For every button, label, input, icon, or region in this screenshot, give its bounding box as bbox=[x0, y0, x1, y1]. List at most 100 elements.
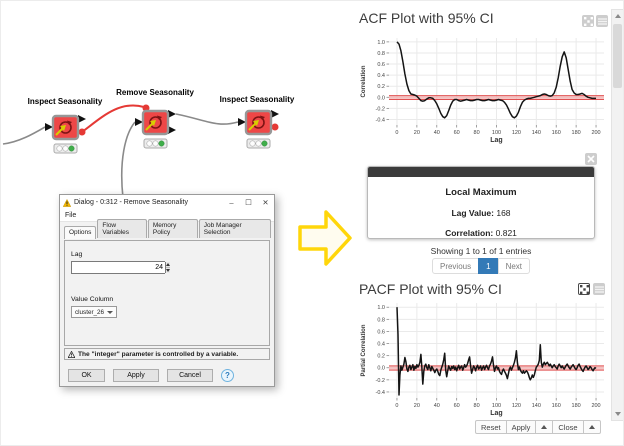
tab-memory-policy[interactable]: Memory Policy bbox=[147, 219, 198, 238]
card-correlation-value: 0.821 bbox=[495, 228, 517, 238]
node3-variable-port[interactable] bbox=[271, 123, 279, 131]
node2-seasonality-icon bbox=[149, 116, 162, 129]
close-dropup-button[interactable] bbox=[582, 420, 601, 434]
node1-input-port[interactable] bbox=[45, 123, 53, 131]
acf-menu-icon[interactable] bbox=[596, 15, 608, 27]
svg-text:-0.2: -0.2 bbox=[376, 106, 385, 112]
page-1-button[interactable]: 1 bbox=[478, 258, 499, 274]
svg-text:140: 140 bbox=[532, 130, 541, 136]
node3-seasonality-icon bbox=[252, 116, 265, 129]
svg-text:Partial Correlation: Partial Correlation bbox=[361, 324, 367, 376]
dialog-warning-bar: The "integer" parameter is controlled by… bbox=[64, 348, 270, 360]
svg-text:80: 80 bbox=[474, 403, 480, 409]
vertical-scrollbar[interactable] bbox=[611, 9, 623, 421]
card-lag-value: 168 bbox=[496, 208, 511, 218]
lag-field-label: Lag bbox=[71, 251, 83, 258]
spinner-down-button[interactable] bbox=[166, 268, 170, 273]
scrollbar-down-arrow[interactable] bbox=[612, 408, 623, 420]
minimize-button[interactable]: – bbox=[229, 198, 234, 207]
svg-text:0.6: 0.6 bbox=[377, 329, 385, 335]
dialog-title: Dialog - 0:312 - Remove Seasonality bbox=[74, 199, 189, 206]
node3-label: Inspect Seasonality bbox=[219, 95, 295, 104]
tab-flow-variables[interactable]: Flow Variables bbox=[97, 219, 147, 238]
node3-light-red bbox=[249, 140, 256, 147]
card-title: Local Maximum bbox=[445, 187, 517, 198]
wire-into-node1 bbox=[2, 126, 46, 145]
scrollbar-up-arrow[interactable] bbox=[612, 10, 623, 22]
svg-text:-0.4: -0.4 bbox=[376, 390, 385, 396]
apply-dropup-button[interactable] bbox=[535, 420, 554, 434]
cancel-button[interactable]: Cancel bbox=[167, 368, 213, 382]
help-button[interactable]: ? bbox=[221, 368, 234, 382]
svg-text:180: 180 bbox=[572, 403, 581, 409]
knime-workflow-canvas bbox=[2, 104, 279, 199]
node2-input-port[interactable] bbox=[135, 118, 143, 126]
dialog-titlebar[interactable]: Dialog - 0:312 - Remove Seasonality – ☐ … bbox=[60, 195, 274, 210]
value-column-label: Value Column bbox=[71, 296, 114, 303]
apply-button[interactable]: Apply bbox=[113, 368, 159, 382]
node3-input-port[interactable] bbox=[238, 118, 246, 126]
node3-output-port[interactable] bbox=[271, 110, 279, 118]
svg-text:120: 120 bbox=[512, 403, 521, 409]
close-window-button[interactable]: ✕ bbox=[262, 198, 269, 207]
node3-light-green bbox=[261, 140, 268, 147]
node2-light-red bbox=[146, 140, 153, 147]
spinner-up-button[interactable] bbox=[166, 262, 170, 268]
node1-variable-port[interactable] bbox=[78, 128, 86, 136]
previous-page-button[interactable]: Previous bbox=[431, 258, 480, 274]
node1-warning-arrow-icon bbox=[55, 127, 64, 136]
acf-chart: 1.0 0.8 0.6 0.4 0.2 0.0 -0.2 -0.4 0 20 40 60 80 100 12… bbox=[361, 38, 604, 144]
node2-output-port-bottom[interactable] bbox=[168, 126, 176, 134]
node1-seasonality-icon bbox=[59, 121, 72, 134]
local-maximum-card: Local Maximum Lag Value: 168 Correlation… bbox=[367, 166, 595, 239]
svg-text:-0.2: -0.2 bbox=[376, 378, 385, 384]
workflow-node-inspect-seasonality-1[interactable] bbox=[45, 114, 86, 154]
node1-light-green bbox=[68, 145, 75, 152]
node2-output-port-top[interactable] bbox=[168, 110, 176, 118]
svg-text:100: 100 bbox=[492, 403, 501, 409]
pacf-menu-icon[interactable] bbox=[593, 283, 605, 295]
svg-text:1.0: 1.0 bbox=[377, 40, 385, 46]
node2-light-yellow bbox=[152, 140, 159, 147]
svg-text:160: 160 bbox=[552, 130, 561, 136]
svg-text:0.0: 0.0 bbox=[377, 95, 385, 101]
acf-plot-title: ACF Plot with 95% CI bbox=[359, 10, 494, 26]
scrollbar-thumb[interactable] bbox=[613, 24, 622, 88]
svg-text:0.2: 0.2 bbox=[377, 354, 385, 360]
warning-triangle-icon bbox=[68, 350, 75, 358]
node1-label: Inspect Seasonality bbox=[27, 97, 103, 106]
dropup-caret-icon bbox=[541, 425, 548, 429]
tab-options[interactable]: Options bbox=[64, 226, 97, 239]
next-page-button[interactable]: Next bbox=[497, 258, 531, 274]
menu-file[interactable]: File bbox=[65, 212, 77, 219]
ok-button[interactable]: OK bbox=[68, 368, 105, 382]
value-column-selected: cluster_26 bbox=[75, 308, 105, 316]
card-lag-row: Lag Value: 168 bbox=[368, 208, 594, 218]
svg-text:Lag: Lag bbox=[490, 137, 502, 144]
svg-text:Lag: Lag bbox=[490, 410, 502, 417]
dialog-footer: OK Apply Cancel ? bbox=[60, 367, 274, 383]
svg-text:40: 40 bbox=[434, 403, 440, 409]
apply-view-button[interactable]: Apply bbox=[505, 420, 537, 434]
svg-text:Correlation: Correlation bbox=[361, 65, 367, 97]
workflow-node-inspect-seasonality-2[interactable] bbox=[238, 109, 279, 149]
reset-button[interactable]: Reset bbox=[475, 420, 507, 434]
workflow-node-remove-seasonality[interactable] bbox=[135, 104, 176, 149]
view-footer-buttons: Reset Apply Close bbox=[475, 420, 601, 434]
svg-text:40: 40 bbox=[434, 130, 440, 136]
table-close-icon[interactable] bbox=[585, 153, 597, 165]
node1-light-red bbox=[56, 145, 63, 152]
node1-output-port[interactable] bbox=[78, 115, 86, 123]
node1-warning-arrow-head bbox=[60, 125, 66, 131]
node2-variable-port[interactable] bbox=[142, 104, 150, 112]
maximize-button[interactable]: ☐ bbox=[245, 198, 252, 207]
value-column-select[interactable]: cluster_26 bbox=[71, 306, 117, 318]
pacf-fullscreen-icon[interactable] bbox=[578, 283, 590, 295]
lag-input[interactable] bbox=[72, 262, 165, 273]
tab-job-manager-selection[interactable]: Job Manager Selection bbox=[198, 219, 271, 238]
acf-fullscreen-icon[interactable] bbox=[582, 15, 594, 27]
svg-text:60: 60 bbox=[454, 130, 460, 136]
svg-text:1.0: 1.0 bbox=[377, 305, 385, 311]
close-view-button[interactable]: Close bbox=[552, 420, 584, 434]
